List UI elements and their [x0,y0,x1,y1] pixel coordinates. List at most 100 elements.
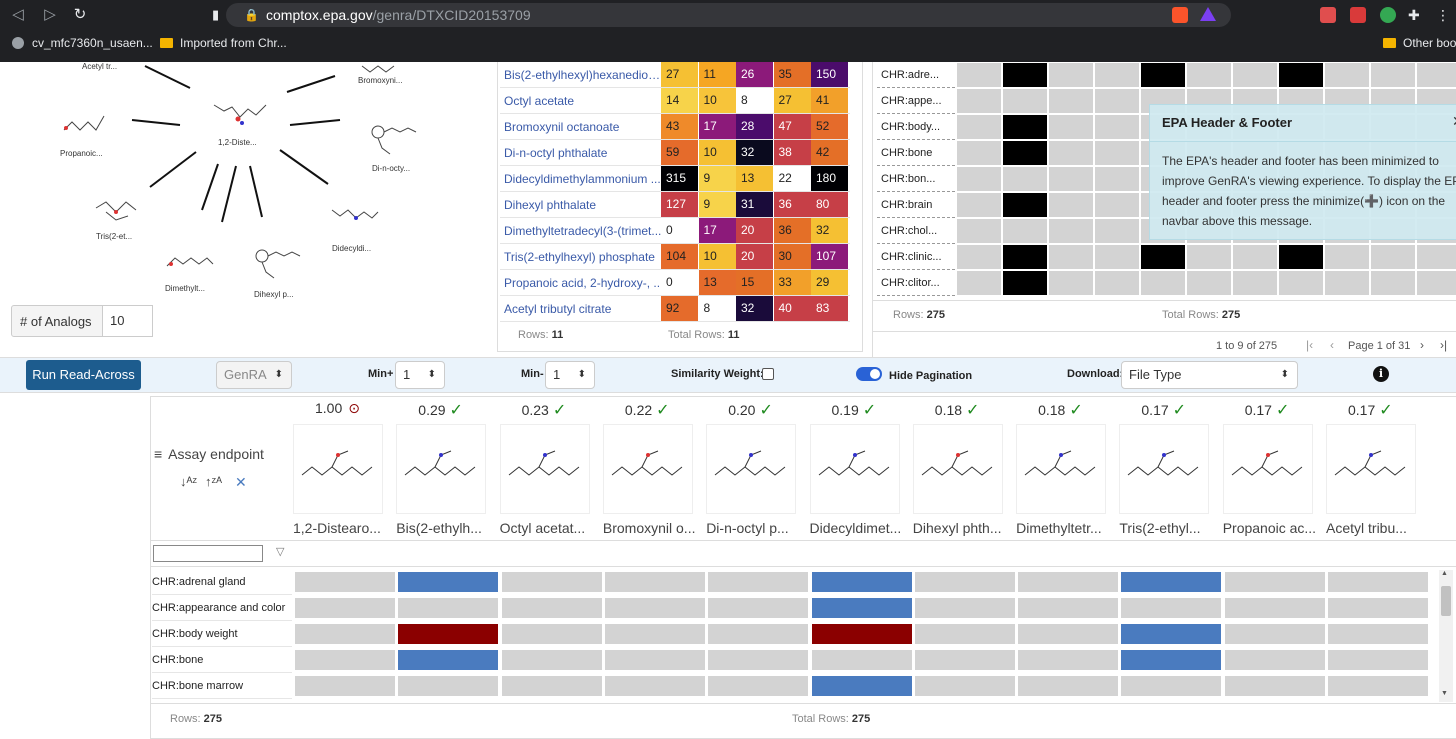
assay-endpoint-header[interactable]: ≡ Assay endpoint [154,446,264,462]
endpoint-cell[interactable] [295,624,395,644]
endpoint-cell[interactable] [1328,572,1428,592]
network-node[interactable]: Bromoxyni... [358,76,403,85]
endpoint-cell[interactable] [914,598,1015,618]
endpoint-cell[interactable] [1121,624,1222,644]
heatmap-compound-link[interactable]: Didecyldimethylammonium ... [504,172,661,186]
scroll-up-icon[interactable]: ▲ [1441,570,1448,577]
brave-shield-icon[interactable] [1172,7,1188,23]
similarity-weight-checkbox[interactable] [762,368,774,380]
endpoint-cell[interactable] [398,572,499,592]
other-bookmarks[interactable]: Other boo [1383,36,1456,50]
endpoint-cell[interactable] [295,676,395,696]
endpoint-cell[interactable] [1328,598,1428,618]
endpoint-cell[interactable] [604,676,705,696]
min-neg-select[interactable]: 1 ⬍ [545,361,595,389]
bookmark-item[interactable]: cv_mfc7360n_usaen... [12,36,153,50]
endpoint-cell[interactable] [1328,624,1428,644]
sort-ascending-icon[interactable]: ↓ᴬᶻ [180,474,198,489]
compound-structure-thumbnail[interactable] [396,424,487,514]
vertical-scrollbar[interactable]: ▲ ▼ [1439,570,1453,702]
endpoint-cell[interactable] [1121,676,1222,696]
scrollbar-thumb[interactable] [1441,586,1451,616]
extension-b-icon[interactable] [1380,7,1396,23]
scroll-down-icon[interactable]: ▼ [1441,690,1448,697]
endpoint-cell[interactable] [501,598,602,618]
last-page-icon[interactable]: ›| [1440,338,1448,352]
method-select[interactable]: GenRA ⬍ [216,361,292,389]
endpoint-cell[interactable] [914,572,1015,592]
endpoint-cell[interactable] [811,572,912,592]
heatmap-compound-link[interactable]: Octyl acetate [504,94,575,108]
endpoint-cell[interactable] [914,624,1015,644]
prev-page-icon[interactable]: ‹ [1330,338,1334,352]
endpoint-cell[interactable] [501,676,602,696]
endpoint-cell[interactable] [501,572,602,592]
endpoint-cell[interactable] [604,650,705,670]
forward-icon[interactable]: ▷ [44,6,56,23]
endpoint-cell[interactable] [398,624,499,644]
endpoint-cell[interactable] [501,650,602,670]
endpoint-cell[interactable] [708,624,809,644]
network-node[interactable]: Acetyl tr... [82,62,118,71]
endpoint-cell[interactable] [1121,598,1222,618]
bookmark-icon[interactable]: ▮ [212,7,220,22]
endpoint-cell[interactable] [1224,598,1325,618]
first-page-icon[interactable]: |‹ [1306,338,1314,352]
hide-pagination-toggle[interactable] [856,367,882,381]
endpoint-cell[interactable] [1224,676,1325,696]
endpoint-cell[interactable] [708,650,809,670]
compound-structure-thumbnail[interactable] [706,424,797,514]
close-icon[interactable]: ✕ [1452,113,1456,130]
min-pos-select[interactable]: 1 ⬍ [395,361,445,389]
heatmap-compound-link[interactable]: Propanoic acid, 2-hydroxy-, ... [504,276,664,290]
heatmap-compound-link[interactable]: Di-n-octyl phthalate [504,146,608,160]
reload-icon[interactable]: ↻ [73,6,87,23]
back-icon[interactable]: ◁ [12,6,24,23]
endpoint-cell[interactable] [914,676,1015,696]
info-icon[interactable]: i [1373,366,1389,382]
extension-icon[interactable] [1320,7,1336,23]
endpoint-cell[interactable] [1224,650,1325,670]
heatmap-compound-link[interactable]: Acetyl tributyl citrate [504,302,612,316]
network-node[interactable]: Propanoic... [60,149,103,158]
next-page-icon[interactable]: › [1420,338,1424,352]
endpoint-cell[interactable] [1328,676,1428,696]
endpoint-cell[interactable] [811,676,912,696]
brave-rewards-icon[interactable] [1200,7,1216,21]
run-read-across-button[interactable]: Run Read-Across [26,360,141,390]
file-type-select[interactable]: File Type ⬍ [1121,361,1298,389]
endpoint-cell[interactable] [1328,650,1428,670]
endpoint-cell[interactable] [1224,624,1325,644]
endpoint-cell[interactable] [914,650,1015,670]
menu-icon[interactable]: ⋮ [1436,7,1450,23]
heatmap-compound-link[interactable]: Tris(2-ethylhexyl) phosphate [504,250,655,264]
endpoint-cell[interactable] [398,598,499,618]
endpoint-cell[interactable] [604,598,705,618]
endpoint-cell[interactable] [604,624,705,644]
compound-structure-thumbnail[interactable] [1222,424,1313,514]
network-node[interactable]: Tris(2-et... [96,232,133,241]
endpoint-cell[interactable] [1018,650,1119,670]
heatmap-compound-link[interactable]: Bis(2-ethylhexyl)hexanedioate [504,68,664,82]
endpoint-cell[interactable] [604,572,705,592]
endpoint-cell[interactable] [708,598,809,618]
endpoint-cell[interactable] [1121,572,1222,592]
compound-structure-thumbnail[interactable] [809,424,900,514]
compound-structure-thumbnail[interactable] [499,424,590,514]
analogs-input[interactable]: 10 [102,305,153,337]
network-node[interactable]: Dihexyl p... [254,290,294,299]
endpoint-cell[interactable] [811,624,912,644]
heatmap-compound-link[interactable]: Dihexyl phthalate [504,198,597,212]
address-bar[interactable]: ▮ 🔒 comptox.epa.gov/genra/DTXCID20153709 [212,3,1231,27]
compound-structure-thumbnail[interactable] [1016,424,1107,514]
bookmark-folder[interactable]: Imported from Chr... [160,36,287,50]
endpoint-cell[interactable] [811,598,912,618]
compound-structure-thumbnail[interactable] [602,424,693,514]
network-node[interactable]: Didecyldi... [332,244,372,253]
network-node[interactable]: Di-n-octy... [372,164,411,173]
endpoint-cell[interactable] [295,650,395,670]
endpoint-cell[interactable] [708,676,809,696]
endpoint-cell[interactable] [295,572,395,592]
endpoint-cell[interactable] [1018,572,1119,592]
heatmap-compound-link[interactable]: Bromoxynil octanoate [504,120,620,134]
